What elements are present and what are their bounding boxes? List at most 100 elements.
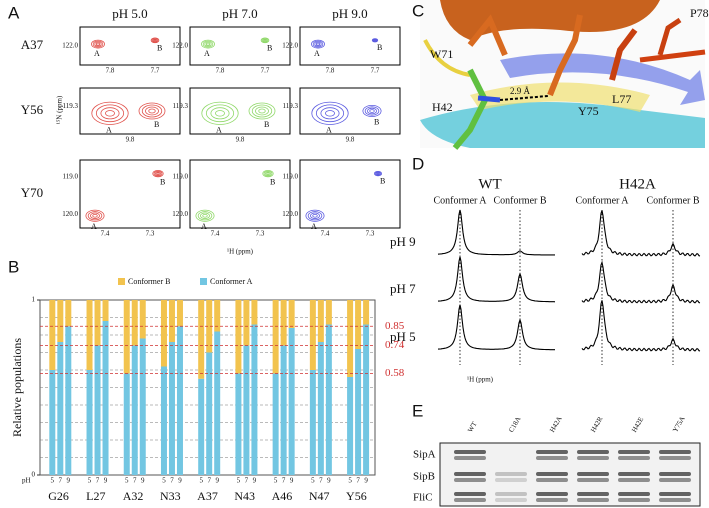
contour	[255, 106, 269, 116]
bar-label: 7	[96, 477, 100, 485]
y-tick-label: 122.0	[172, 42, 188, 50]
spectrum	[438, 256, 556, 303]
contour	[95, 104, 125, 123]
contour	[315, 104, 345, 123]
gel-band	[454, 472, 486, 476]
y-tick-label: 120.0	[172, 210, 188, 218]
bar-label: 5	[51, 477, 55, 485]
column-header: pH 7.0	[222, 6, 257, 21]
bar-label: 5	[125, 477, 129, 485]
x-tick-label: 7.4	[101, 230, 110, 238]
residue-label: W71	[430, 47, 453, 61]
gel-band	[454, 492, 486, 496]
bar-segment	[176, 326, 183, 475]
band-label: SipB	[413, 471, 435, 483]
gel-band	[659, 492, 691, 496]
x-tick-label: 7.7	[261, 67, 270, 75]
x-tick-label: 7.3	[256, 230, 265, 238]
group-label: WT	[478, 176, 501, 192]
distance-label: 2.9 Å	[510, 86, 531, 96]
bar-segment	[243, 300, 250, 346]
contour	[138, 102, 166, 120]
spectrum	[581, 300, 701, 352]
contour	[153, 39, 157, 42]
band-label: SipA	[413, 449, 436, 461]
contour	[371, 38, 379, 43]
contour	[105, 110, 115, 117]
gel-band	[536, 472, 568, 476]
gel-band	[618, 498, 650, 502]
contour	[258, 108, 266, 114]
y-tick-label: 119.0	[283, 173, 299, 181]
contour	[311, 39, 325, 49]
lane-label: H42E	[630, 416, 645, 434]
bar-segment	[288, 300, 295, 328]
legend-label: Conformer A	[210, 277, 253, 286]
bar-segment	[49, 370, 56, 475]
gel-band	[536, 498, 568, 502]
panel-label: B	[8, 257, 19, 276]
y-tick-label: 119.0	[173, 173, 189, 181]
contour	[251, 104, 273, 118]
bar-label: 9	[253, 477, 257, 485]
bar-segment	[86, 300, 93, 370]
gel-band	[536, 450, 568, 454]
gel-band	[495, 498, 527, 502]
bar-segment	[272, 300, 279, 374]
bar-label: 5	[348, 477, 352, 485]
contour	[94, 41, 102, 47]
contour	[362, 105, 382, 118]
bar-segment	[65, 300, 72, 327]
bar-label: 9	[104, 477, 108, 485]
contour	[320, 107, 340, 120]
category-label: L27	[86, 489, 105, 503]
gel-band	[618, 472, 650, 476]
row-label: pH 7	[390, 281, 416, 296]
legend-swatch	[200, 278, 207, 285]
gel-band	[454, 456, 486, 460]
contour	[202, 213, 208, 218]
spectrum-box	[79, 87, 181, 135]
x-tick-label: 7.3	[366, 230, 375, 238]
x-tick-label: 7.7	[151, 67, 160, 75]
residue-label: L77	[612, 92, 631, 106]
reference-label: 0.85	[385, 320, 405, 332]
x-tick-label: 7.4	[321, 230, 330, 238]
contour	[150, 37, 160, 44]
bar-label: 9	[327, 477, 331, 485]
contour	[200, 212, 210, 219]
gel-band	[536, 456, 568, 460]
gel-band	[618, 492, 650, 496]
gel-band	[454, 478, 486, 482]
contour	[210, 107, 230, 120]
column-header: pH 5.0	[112, 6, 147, 21]
bar-segment	[57, 300, 64, 342]
contour	[201, 39, 215, 49]
bar-segment	[168, 342, 175, 475]
x-axis-label: ¹H (ppm)	[467, 376, 494, 384]
bar-label: 9	[290, 477, 294, 485]
bar-segment	[317, 300, 324, 342]
gel-band	[536, 492, 568, 496]
category-label: N47	[309, 489, 330, 503]
bar-segment	[198, 378, 205, 475]
category-label: A32	[123, 489, 144, 503]
contour	[148, 108, 156, 114]
conformer-label: Conformer B	[646, 195, 699, 206]
bar-label: 5	[274, 477, 278, 485]
bar-segment	[325, 324, 332, 475]
contour	[154, 171, 161, 176]
lane-label: C18A	[507, 415, 522, 433]
y-axis-label: ¹⁵N (ppm)	[56, 95, 64, 124]
bar-segment	[94, 345, 101, 475]
contour	[307, 211, 323, 221]
contour	[315, 42, 321, 46]
contour	[310, 212, 320, 219]
spectrum	[437, 209, 555, 256]
contour	[264, 171, 271, 176]
x-tick-label: 7.8	[326, 67, 335, 75]
conformer-label: Conformer A	[575, 195, 629, 206]
bar-segment	[206, 352, 213, 475]
peak-label: A	[201, 222, 207, 231]
bar-label: 9	[141, 477, 145, 485]
